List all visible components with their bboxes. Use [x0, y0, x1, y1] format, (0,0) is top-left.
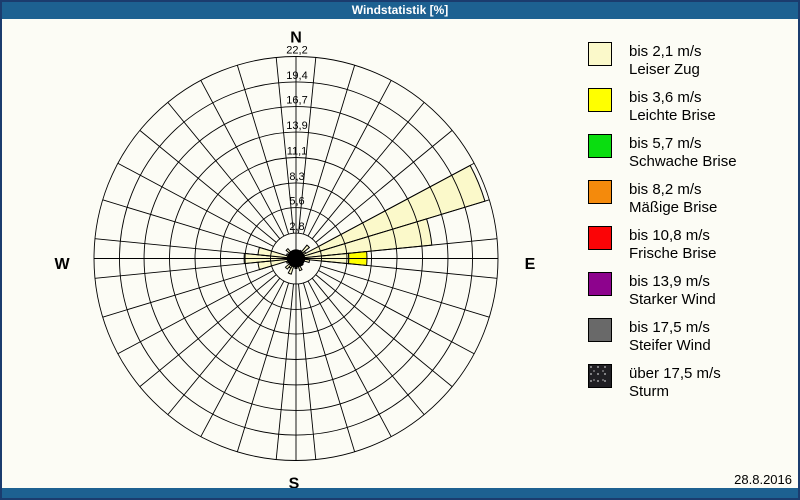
ring-label: 16,7 — [286, 95, 307, 107]
ring-label: 2,8 — [289, 221, 304, 233]
legend-label: bis 2,1 m/s Leiser Zug — [629, 43, 702, 79]
legend-wind-name: Sturm — [629, 383, 670, 400]
legend-label: bis 17,5 m/s Steifer Wind — [629, 319, 711, 355]
grid-spoke — [275, 283, 294, 460]
grid-spoke — [318, 270, 475, 355]
legend-wind-name: Frische Brise — [629, 245, 717, 262]
grid-spoke — [200, 80, 285, 237]
legend-color-swatch-7 — [588, 364, 612, 388]
grid-spoke — [139, 274, 277, 387]
legend-label: bis 3,6 m/s Leichte Brise — [629, 89, 716, 125]
legend-speed-label: bis 3,6 m/s — [629, 89, 702, 106]
legend-color-swatch-0 — [588, 42, 612, 66]
compass-label-w: W — [54, 256, 70, 273]
grid-spoke — [315, 274, 453, 387]
bottom-bar — [2, 488, 798, 498]
legend-color-swatch-2 — [588, 134, 612, 158]
legend-speed-label: über 17,5 m/s — [629, 365, 721, 382]
ring-label: 13,9 — [286, 120, 307, 132]
compass-labels: N S E W — [54, 30, 535, 489]
ring-label: 5,6 — [289, 196, 304, 208]
grid-spoke — [302, 282, 356, 452]
ring-label: 11,1 — [287, 146, 308, 158]
grid-spoke — [298, 283, 317, 460]
window-title: Windstatistik [%] — [351, 3, 449, 17]
legend-label: bis 13,9 m/s Starker Wind — [629, 273, 716, 309]
content-area: 2,8 5,6 8,3 11,1 13,9 16,7 19,4 22,2 N S E W bis 2,… — [2, 19, 798, 489]
legend-speed-label: bis 8,2 m/s — [629, 181, 702, 198]
legend-speed-label: bis 17,5 m/s — [629, 319, 710, 336]
legend-color-swatch-1 — [588, 88, 612, 112]
legend-color-swatch-6 — [588, 318, 612, 342]
wind-rose-chart: 2,8 5,6 8,3 11,1 13,9 16,7 19,4 22,2N S E W — [54, 30, 535, 489]
grid-spoke — [321, 238, 498, 257]
legend-item: bis 8,2 m/s Mäßige Brise — [588, 180, 737, 217]
grid-spoke — [117, 162, 274, 247]
legend-label: bis 5,7 m/s Schwache Brise — [629, 135, 737, 171]
grid-spoke — [275, 57, 294, 234]
legend-wind-name: Leiser Zug — [629, 61, 700, 78]
legend-item: bis 10,8 m/s Frische Brise — [588, 226, 737, 263]
legend-wind-name: Starker Wind — [629, 291, 716, 308]
grid-spoke — [94, 238, 271, 257]
legend: bis 2,1 m/s Leiser Zug bis 3,6 m/s Leichte … — [588, 42, 737, 411]
grid-spoke — [200, 280, 285, 437]
legend-speed-label: bis 5,7 m/s — [629, 135, 702, 152]
title-bar: Windstatistik [%] — [2, 2, 798, 19]
legend-speed-label: bis 2,1 m/s — [629, 43, 702, 60]
legend-wind-name: Mäßige Brise — [629, 199, 718, 216]
grid-spoke — [321, 260, 498, 279]
grid-spoke — [320, 199, 490, 252]
grid-spoke — [311, 102, 425, 240]
grid-spoke — [311, 277, 425, 415]
compass-label-n: N — [290, 30, 302, 47]
ring-label: 19,4 — [286, 70, 307, 82]
legend-item: bis 5,7 m/s Schwache Brise — [588, 134, 737, 171]
grid-spoke — [320, 265, 490, 318]
legend-color-swatch-5 — [588, 272, 612, 296]
grid-spoke — [117, 270, 274, 355]
grid-spoke — [236, 282, 290, 452]
legend-color-swatch-4 — [588, 226, 612, 250]
legend-speed-label: bis 13,9 m/s — [629, 273, 710, 290]
legend-label: über 17,5 m/s Sturm — [629, 365, 721, 401]
grid-spoke — [318, 162, 475, 247]
legend-speed-label: bis 10,8 m/s — [629, 227, 710, 244]
grid-spoke — [302, 65, 356, 235]
legend-item: bis 3,6 m/s Leichte Brise — [588, 88, 737, 125]
ring-label: 8,3 — [289, 171, 304, 183]
legend-color-swatch-3 — [588, 180, 612, 204]
grid-spoke — [139, 130, 277, 243]
legend-item: bis 2,1 m/s Leiser Zug — [588, 42, 737, 79]
legend-wind-name: Schwache Brise — [629, 153, 737, 170]
legend-item: bis 17,5 m/s Steifer Wind — [588, 318, 737, 355]
grid-spoke — [102, 265, 272, 318]
compass-label-e: E — [525, 256, 536, 273]
grid-spoke — [307, 280, 392, 437]
ring-label: 22,2 — [286, 45, 307, 57]
ring-labels: 2,8 5,6 8,3 11,1 13,9 16,7 19,4 22,2 — [286, 45, 307, 234]
grid-spoke — [315, 130, 453, 243]
grid-spoke — [298, 57, 317, 234]
legend-item: bis 13,9 m/s Starker Wind — [588, 272, 737, 309]
legend-wind-name: Leichte Brise — [629, 107, 716, 124]
grid-spoke — [307, 80, 392, 237]
sector-wedges — [243, 164, 486, 275]
date-label: 28.8.2016 — [734, 472, 792, 487]
legend-label: bis 8,2 m/s Mäßige Brise — [629, 181, 717, 217]
polar-grid — [93, 56, 499, 461]
legend-wind-name: Steifer Wind — [629, 337, 711, 354]
grid-spoke — [236, 65, 290, 235]
legend-item: über 17,5 m/s Sturm — [588, 364, 737, 401]
legend-label: bis 10,8 m/s Frische Brise — [629, 227, 717, 263]
grid-spoke — [94, 260, 271, 279]
compass-label-s: S — [289, 476, 300, 489]
grid-spoke — [167, 102, 281, 240]
grid-spoke — [167, 277, 281, 415]
grid-spoke — [102, 199, 272, 252]
